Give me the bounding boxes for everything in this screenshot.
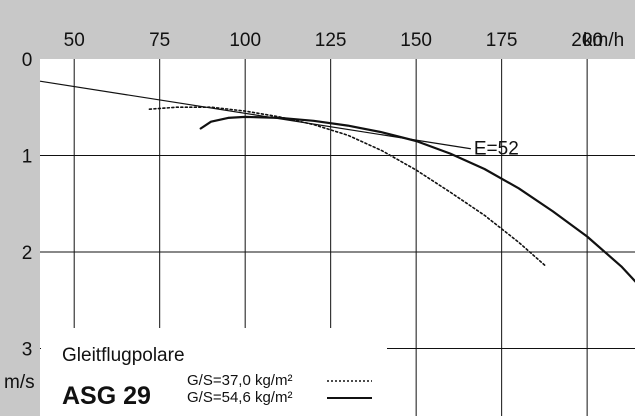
tangent-label: E=52 [474, 139, 519, 160]
chart-subtitle: Gleitflugpolare [62, 345, 185, 366]
legend: Gleitflugpolare ASG 29 G/S=37,0 kg/m² G/… [41, 328, 387, 416]
y-tick-label: 1 [22, 146, 33, 167]
x-tick-label: 200 [571, 30, 603, 51]
x-tick-label: 150 [400, 30, 432, 51]
y-axis-label: m/s [4, 372, 35, 393]
tick-labels: 50 75 100 125 150 175 200 0 1 2 3 [22, 30, 603, 360]
series-line-solid [199, 115, 635, 283]
x-tick-label: 75 [149, 30, 170, 51]
y-tick-label: 0 [22, 50, 33, 71]
y-tick-label: 3 [22, 339, 33, 360]
x-tick-label: 100 [229, 30, 261, 51]
chart-title: ASG 29 [62, 382, 151, 410]
series-line-dotted [148, 106, 547, 268]
legend-label-dotted: G/S=37,0 kg/m² [187, 372, 292, 389]
legend-box [41, 328, 387, 416]
x-tick-label: 175 [486, 30, 518, 51]
legend-label-solid: G/S=54,6 kg/m² [187, 389, 292, 406]
x-tick-label: 125 [315, 30, 347, 51]
x-tick-label: 50 [64, 30, 85, 51]
y-tick-label: 2 [22, 243, 33, 264]
series-layer [148, 106, 635, 283]
x-axis-label: km/h [583, 30, 624, 51]
